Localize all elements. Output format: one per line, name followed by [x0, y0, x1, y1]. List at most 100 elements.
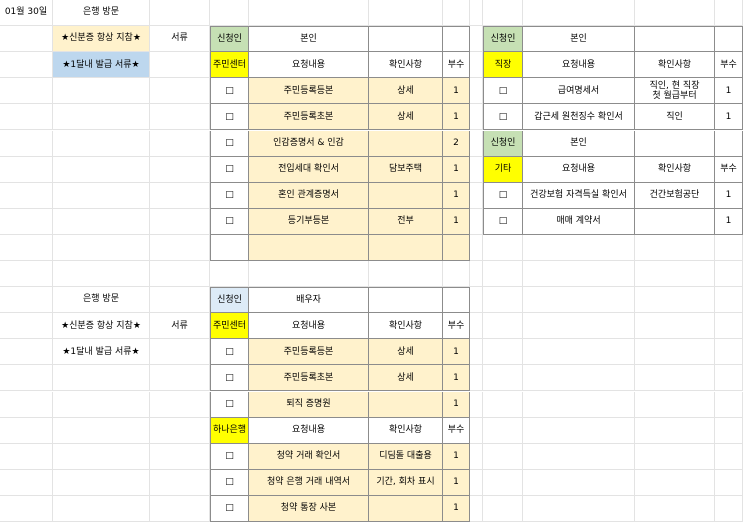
cell [0, 313, 53, 340]
cell: □ [483, 104, 523, 131]
cell: 갑근세 원천징수 확인서 [523, 104, 635, 131]
cell: ★신분증 항상 지참★ [53, 26, 150, 53]
cell [470, 104, 483, 131]
cell [53, 495, 150, 522]
cell [0, 339, 53, 366]
cell: 부수 [715, 156, 743, 183]
cell: 청약 은행 거래 내역서 [249, 469, 369, 496]
cell [249, 261, 369, 288]
cell [635, 339, 715, 366]
cell: 부수 [443, 417, 470, 444]
cell [715, 417, 743, 444]
cell [483, 234, 523, 261]
cell: 서류 [150, 26, 210, 53]
cell [483, 417, 523, 444]
cell: 1 [443, 469, 470, 496]
cell [150, 365, 210, 392]
cell: □ [210, 495, 249, 522]
cell: 은행 방문 [53, 287, 150, 314]
cell: 1 [443, 156, 470, 183]
cell: □ [210, 78, 249, 105]
cell: □ [210, 156, 249, 183]
cell: 요청내용 [249, 417, 369, 444]
cell [0, 417, 53, 444]
cell [53, 391, 150, 418]
cell [150, 495, 210, 522]
cell [150, 417, 210, 444]
cell: ★신분증 항상 지참★ [53, 313, 150, 340]
cell: 1 [443, 495, 470, 522]
cell: 배우자 [249, 287, 369, 314]
cell [470, 0, 483, 27]
cell: 주민센터 [210, 313, 249, 340]
cell: 1 [443, 365, 470, 392]
cell [150, 130, 210, 157]
cell [635, 130, 715, 157]
cell: 건강보험 자격득실 확인서 [523, 182, 635, 209]
cell [470, 130, 483, 157]
cell [150, 156, 210, 183]
cell [470, 261, 483, 288]
cell [150, 0, 210, 27]
cell [53, 417, 150, 444]
cell [210, 234, 249, 261]
cell [0, 469, 53, 496]
cell: 확인사항 [369, 417, 443, 444]
cell: 1 [443, 391, 470, 418]
cell [470, 469, 483, 496]
cell [715, 495, 743, 522]
cell [635, 495, 715, 522]
cell [369, 234, 443, 261]
cell: 요청내용 [249, 52, 369, 79]
cell [635, 0, 715, 27]
cell: 본인 [249, 26, 369, 53]
cell: □ [483, 182, 523, 209]
cell: 확인사항 [369, 52, 443, 79]
cell [249, 234, 369, 261]
cell: 부수 [715, 52, 743, 79]
cell [483, 443, 523, 470]
cell [483, 0, 523, 27]
cell: 부수 [443, 52, 470, 79]
cell [0, 443, 53, 470]
cell [523, 0, 635, 27]
cell [53, 443, 150, 470]
cell: 청약 통장 사본 [249, 495, 369, 522]
cell [0, 182, 53, 209]
cell [443, 234, 470, 261]
cell: 확인사항 [369, 313, 443, 340]
cell: 상세 [369, 78, 443, 105]
cell [0, 156, 53, 183]
cell [369, 130, 443, 157]
cell: □ [483, 78, 523, 105]
cell: □ [210, 104, 249, 131]
cell [715, 339, 743, 366]
cell: □ [210, 391, 249, 418]
cell: 주민등록등본 [249, 78, 369, 105]
cell [470, 365, 483, 392]
cell: 1 [443, 208, 470, 235]
cell [0, 26, 53, 53]
cell [635, 234, 715, 261]
cell: 전부 [369, 208, 443, 235]
cell [0, 495, 53, 522]
cell [635, 443, 715, 470]
cell: 서류 [150, 313, 210, 340]
cell [443, 287, 470, 314]
cell: 요청내용 [523, 52, 635, 79]
cell [210, 261, 249, 288]
cell [369, 261, 443, 288]
cell [715, 0, 743, 27]
cell [715, 287, 743, 314]
cell [369, 391, 443, 418]
cell: 부수 [443, 313, 470, 340]
cell [523, 261, 635, 288]
cell [470, 208, 483, 235]
cell: □ [210, 208, 249, 235]
cell [483, 313, 523, 340]
cell [523, 443, 635, 470]
cell [715, 365, 743, 392]
cell: 1 [715, 78, 743, 105]
cell [635, 391, 715, 418]
